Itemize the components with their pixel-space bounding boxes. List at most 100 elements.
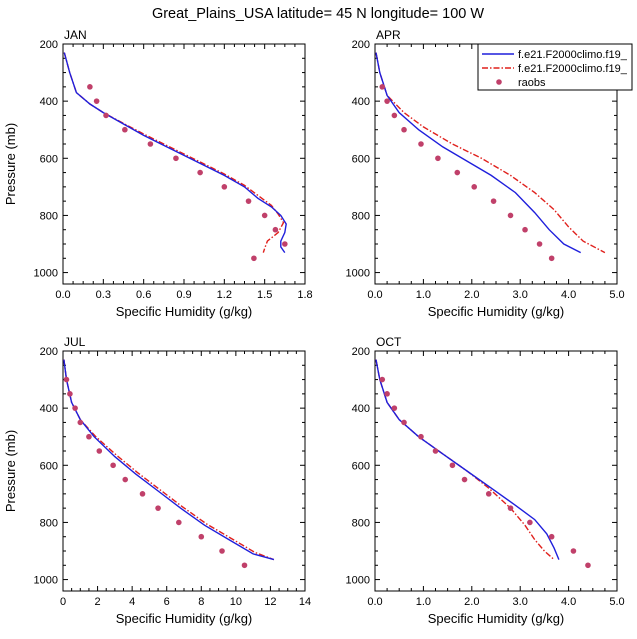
raobs-point (86, 433, 92, 440)
raobs-point (219, 548, 225, 554)
x-tick-label: 2 (95, 596, 101, 608)
raobs-point (548, 533, 555, 540)
raobs-point (522, 226, 528, 233)
raobs-point (490, 198, 497, 204)
raobs-point (384, 391, 390, 397)
plot-frame (62, 350, 306, 592)
raobs-point (570, 548, 577, 554)
panel-apr: 0.0 1.0 2.0 3.0 4.0 5.0 200 400 600 800 1000 APR Spe… (346, 28, 625, 319)
panel-label: OCT (376, 335, 402, 349)
panel-jul: 0 2 4 6 8 10 12 14 200 400 600 800 1000 JUL Specific H… (3, 335, 311, 626)
raobs-point (272, 226, 279, 233)
x-tick-label: 0.0 (367, 289, 382, 301)
raobs-point (454, 169, 461, 176)
raobs-point (198, 533, 205, 540)
raobs-point (147, 141, 154, 147)
raobs-point (418, 141, 424, 147)
panel-label: JUL (64, 335, 86, 349)
raobs-point (435, 155, 441, 162)
y-tick-label: 200 (40, 346, 58, 358)
x-tick-label: 5.0 (609, 596, 624, 608)
series-group (375, 52, 606, 262)
x-tick-label: 0.6 (136, 289, 151, 301)
raobs-point (63, 376, 70, 383)
raobs-point (384, 98, 390, 104)
x-axis-label: Specific Humidity (g/kg) (116, 304, 253, 319)
x-tick-label: 12 (264, 596, 276, 608)
raobs-point (96, 448, 103, 454)
legend-label: raobs (518, 77, 546, 89)
raobs-point (122, 126, 128, 133)
x-tick-label: 10 (230, 596, 242, 608)
raobs-point (379, 84, 386, 90)
x-tick-label: 1.8 (297, 289, 312, 301)
y-tick-label: 200 (352, 346, 370, 358)
legend-box (477, 43, 633, 91)
y-axis-label: Pressure (mb) (3, 430, 18, 512)
y-tick-label: 600 (352, 460, 370, 472)
raobs-point (485, 491, 492, 497)
raobs-point (155, 505, 161, 511)
model2-series-line (63, 52, 285, 253)
raobs-point (173, 155, 179, 162)
x-tick-label: 0.3 (96, 289, 111, 301)
y-tick-label: 600 (40, 460, 58, 472)
raobs-point (461, 476, 468, 483)
raobs-point (122, 476, 129, 483)
raobs-point (507, 212, 514, 219)
raobs-point (87, 84, 93, 90)
raobs-point (176, 519, 182, 526)
x-tick-label: 5.0 (609, 289, 624, 301)
y-tick-label: 1000 (346, 268, 370, 280)
raobs-point (379, 376, 386, 383)
panel-label: APR (376, 28, 401, 42)
x-axis-label: Specific Humidity (g/kg) (116, 611, 253, 626)
x-tick-label: 0 (60, 596, 66, 608)
y-tick-label: 1000 (346, 575, 370, 587)
x-tick-label: 0.9 (176, 289, 191, 301)
panel-label: JAN (64, 28, 87, 42)
raobs-point (197, 169, 203, 176)
raobs-point (401, 419, 407, 426)
y-tick-label: 400 (352, 96, 370, 108)
model2-series-line (375, 359, 555, 561)
raobs-point (251, 255, 257, 262)
y-tick-label: 1000 (34, 268, 58, 280)
y-tick-label: 800 (40, 517, 58, 529)
y-tick-label: 400 (40, 403, 58, 415)
model2-series-line (375, 52, 606, 254)
raobs-point (585, 562, 591, 569)
x-tick-label: 0.0 (55, 289, 70, 301)
x-axis-label: Specific Humidity (g/kg) (428, 611, 565, 626)
raobs-point (282, 241, 288, 247)
y-tick-label: 800 (352, 517, 370, 529)
plot-frame (374, 350, 618, 592)
raobs-point (471, 184, 478, 190)
y-tick-label: 1000 (34, 575, 58, 587)
raobs-point (221, 184, 228, 190)
raobs-point (418, 433, 424, 440)
x-axis-label: Specific Humidity (g/kg) (428, 304, 565, 319)
raobs-point (261, 212, 268, 219)
x-tick-label: 4.0 (561, 596, 576, 608)
model1-series-line (63, 52, 287, 254)
raobs-point (77, 419, 84, 426)
x-tick-label: 3.0 (513, 596, 528, 608)
raobs-point (93, 98, 100, 104)
x-tick-label: 1.2 (217, 289, 232, 301)
legend-label: f.e21.F2000climo.f19_ (518, 49, 628, 61)
raobs-point (67, 391, 73, 397)
model2-series-line (63, 359, 275, 561)
raobs-point (432, 448, 439, 454)
raobs-point (245, 198, 252, 204)
chart-panels: 0.0 0.3 0.6 0.9 1.2 1.5 1.8 200 400 600 800 1000 JAN… (3, 28, 625, 626)
raobs-point (536, 241, 543, 247)
x-tick-label: 6 (164, 596, 170, 608)
raobs-point (507, 505, 514, 511)
y-tick-label: 400 (40, 96, 58, 108)
x-tick-label: 1.0 (416, 596, 431, 608)
y-tick-label: 800 (352, 210, 370, 222)
raobs-point (139, 491, 146, 497)
y-tick-label: 200 (352, 39, 370, 51)
series-group (375, 359, 591, 569)
